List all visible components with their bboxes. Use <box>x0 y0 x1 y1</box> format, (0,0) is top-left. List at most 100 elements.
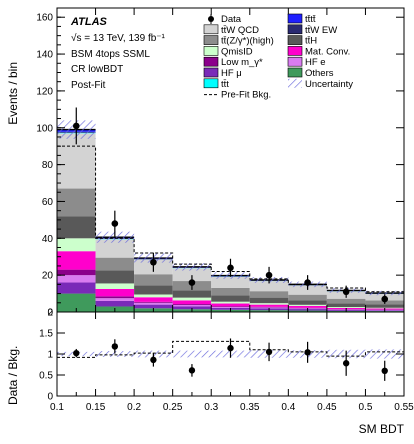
legend-swatch-tt-tt- <box>288 14 302 23</box>
y-tick-label-bottom-3: 1.5 <box>39 329 53 340</box>
bar-mat-conv--1 <box>96 289 135 296</box>
bar-qmisid-1 <box>96 283 135 289</box>
stacked-histogram <box>57 130 404 312</box>
ratio-point-3 <box>189 367 195 373</box>
data-point-8 <box>381 296 388 303</box>
legend-label-uncertainty: Uncertainty <box>305 79 353 90</box>
bar-qmisid-0 <box>57 238 96 251</box>
ratio-point-4 <box>227 345 233 351</box>
region-label: CR lowBDT <box>71 64 123 75</box>
bar-tt-h-6 <box>288 300 327 305</box>
data-point-3 <box>189 279 196 286</box>
bar-tt-z-high--2 <box>134 274 173 285</box>
bar-qmisid-3 <box>173 298 212 301</box>
legend-label-hf-e: HF e <box>305 57 326 68</box>
bar-hf-e-2 <box>134 303 173 305</box>
legend-swatch-others <box>288 68 302 77</box>
y-tick-label-top-2: 40 <box>42 234 54 245</box>
bar-tt-z-high--1 <box>96 258 135 271</box>
bar-low-m--5 <box>250 307 289 308</box>
bar-hf--2 <box>134 305 173 309</box>
x-tick-label-6: 0.4 <box>281 402 295 413</box>
legend-swatch-mat-conv- <box>288 46 302 55</box>
y-tick-label-top-6: 120 <box>36 86 53 97</box>
bar-tt-z-high--0 <box>57 189 96 217</box>
legend-swatch-low-m- <box>204 57 218 66</box>
y-tick-label-top-5: 100 <box>36 123 53 134</box>
x-tick-label-3: 0.25 <box>163 402 183 413</box>
legend-label-others: Others <box>305 68 334 79</box>
y-tick-label-bottom-4: 2 <box>47 308 53 319</box>
bar-hf--1 <box>96 301 135 307</box>
legend-swatch-uncertainty <box>288 79 302 88</box>
bar-mat-conv--5 <box>250 305 289 307</box>
ratio-point-8 <box>382 368 388 374</box>
bar-hf-e-0 <box>57 275 96 282</box>
data-point-6 <box>304 279 311 286</box>
x-tick-label-5: 0.35 <box>240 402 260 413</box>
legend-label-tt-h: tt̄H <box>305 36 317 47</box>
bar-tt-h-0 <box>57 216 96 238</box>
bar-hf-e-1 <box>96 298 135 301</box>
legend-label-hf-: HF μ <box>221 68 242 79</box>
legend-swatch-tt-h <box>288 36 302 45</box>
bar-low-m--3 <box>173 304 212 305</box>
bar-qmisid-5 <box>250 303 289 304</box>
y-tick-label-top-3: 60 <box>42 197 54 208</box>
bar-tt-z-high--4 <box>211 288 250 295</box>
y-tick-label-bottom-2: 1 <box>47 350 53 361</box>
legend-swatch-tt-t <box>204 79 218 88</box>
bar-mat-conv--4 <box>211 304 250 307</box>
x-tick-label-0: 0.1 <box>50 402 64 413</box>
legend-label-tt-w-qcd: tt̄W QCD <box>221 25 259 36</box>
ratio-point-2 <box>150 357 156 363</box>
x-axis-title: SM BDT <box>359 422 405 436</box>
ratio-point-5 <box>266 349 272 355</box>
ratio-point-1 <box>112 343 118 349</box>
legend-label-mat-conv-: Mat. Conv. <box>305 46 350 57</box>
bar-qmisid-2 <box>134 294 173 297</box>
bar-mat-conv--6 <box>288 306 327 308</box>
bar-tt-z-high--5 <box>250 291 289 297</box>
data-point-0 <box>73 123 80 130</box>
bar-hf-e-3 <box>173 305 212 306</box>
y-tick-label-top-4: 80 <box>42 160 54 171</box>
data-point-2 <box>150 259 157 266</box>
legend-label-data: Data <box>221 14 242 25</box>
y-tick-label-top-1: 20 <box>42 271 54 282</box>
legend-label-low-m-: Low m_γ* <box>221 57 263 68</box>
bar-qmisid-4 <box>211 302 250 304</box>
bar-tt-h-5 <box>250 298 289 304</box>
bar-tt-h-7 <box>327 303 366 307</box>
data-point-5 <box>266 272 273 279</box>
x-tick-label-1: 0.15 <box>86 402 106 413</box>
legend-swatch-qmisid <box>204 46 218 55</box>
x-tick-label-4: 0.3 <box>204 402 218 413</box>
legend-label-qmisid: QmisID <box>221 46 253 57</box>
bar-mat-conv--0 <box>57 251 96 269</box>
bar-tt-h-2 <box>134 285 173 294</box>
x-tick-label-7: 0.45 <box>317 402 337 413</box>
x-tick-label-2: 0.2 <box>127 402 141 413</box>
bar-low-m--0 <box>57 270 96 276</box>
legend-swatch-tt-w-qcd <box>204 25 218 34</box>
bar-qmisid-7 <box>327 307 366 308</box>
ratio-point-0 <box>73 350 79 356</box>
ratio-point-7 <box>343 360 349 366</box>
bar-tt-z-high--7 <box>327 299 366 304</box>
data-point-7 <box>343 288 350 295</box>
y-tick-label-top-7: 140 <box>36 50 53 61</box>
analysis-label: BSM 4tops SSML <box>71 49 150 60</box>
bar-tt-h-3 <box>173 290 212 297</box>
legend-label-tt-w-ew: tt̄W EW <box>305 25 337 36</box>
legend-swatch-tt-z-high- <box>204 36 218 45</box>
legend-label-tt-tt-: tt̄tt̄ <box>305 14 316 25</box>
bar-mat-conv--3 <box>173 300 212 304</box>
ratio-point-6 <box>304 349 310 355</box>
x-tick-label-8: 0.5 <box>358 402 372 413</box>
stage-label: Post-Fit <box>71 80 106 91</box>
data-point-4 <box>227 264 234 271</box>
energy-lumi-label: √s = 13 TeV, 139 fb⁻¹ <box>71 32 166 44</box>
y-tick-label-top-8: 160 <box>36 13 53 24</box>
